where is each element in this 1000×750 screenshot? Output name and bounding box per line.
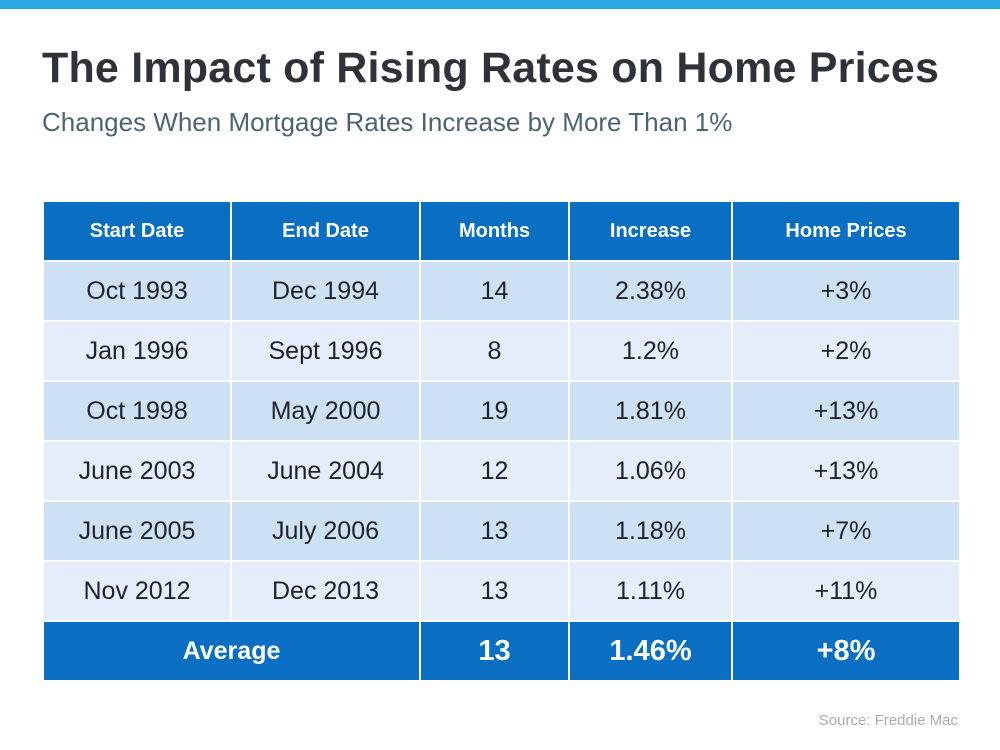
header-row: Start Date End Date Months Increase Home Pri… <box>42 200 961 262</box>
column-header: Increase <box>568 200 733 262</box>
table-cell: 19 <box>419 380 570 442</box>
table-cell: 12 <box>419 440 570 502</box>
average-row: Average 13 1.46% +8% <box>42 620 961 682</box>
table-cell: +7% <box>731 500 961 562</box>
subtitle: Changes When Mortgage Rates Increase by … <box>42 107 733 137</box>
table-cell: 1.18% <box>568 500 733 562</box>
table-cell: +13% <box>731 380 961 442</box>
table-cell: Jan 1996 <box>42 320 232 382</box>
table-row: Jan 1996 Sept 1996 8 1.2% +2% <box>42 320 961 382</box>
column-header: Start Date <box>42 200 232 262</box>
table-cell: 13 <box>419 560 570 622</box>
table-cell: Dec 1994 <box>230 260 421 322</box>
table-cell: June 2004 <box>230 440 421 502</box>
column-header: Home Prices <box>731 200 961 262</box>
table-row: Oct 1998 May 2000 19 1.81% +13% <box>42 380 961 442</box>
table-cell: 14 <box>419 260 570 322</box>
table-cell: Oct 1998 <box>42 380 232 442</box>
table-cell: Nov 2012 <box>42 560 232 622</box>
table-cell: June 2005 <box>42 500 232 562</box>
table-row: June 2005 July 2006 13 1.18% +7% <box>42 500 961 562</box>
table-cell: June 2003 <box>42 440 232 502</box>
table-cell: May 2000 <box>230 380 421 442</box>
table-cell: +13% <box>731 440 961 502</box>
table-row: Nov 2012 Dec 2013 13 1.11% +11% <box>42 560 961 622</box>
average-label: Average <box>42 620 421 682</box>
table-cell: Oct 1993 <box>42 260 232 322</box>
top-bar <box>0 0 1000 9</box>
average-home-prices: +8% <box>731 620 961 682</box>
table-row: June 2003 June 2004 12 1.06% +13% <box>42 440 961 502</box>
table-cell: 1.11% <box>568 560 733 622</box>
table-cell: 13 <box>419 500 570 562</box>
table-cell: 8 <box>419 320 570 382</box>
title: The Impact of Rising Rates on Home Price… <box>42 44 940 92</box>
table-cell: Dec 2013 <box>230 560 421 622</box>
column-header: Months <box>419 200 570 262</box>
table-cell: +3% <box>731 260 961 322</box>
rates-table: Start Date End Date Months Increase Home Pri… <box>42 200 961 682</box>
source: Source: Freddie Mac <box>818 712 958 729</box>
table-cell: Sept 1996 <box>230 320 421 382</box>
table-cell: +2% <box>731 320 961 382</box>
table-cell: July 2006 <box>230 500 421 562</box>
table-cell: 1.2% <box>568 320 733 382</box>
table-cell: 1.81% <box>568 380 733 442</box>
table-body: Oct 1993 Dec 1994 14 2.38% +3% Jan 1996 Sept 1… <box>42 260 961 622</box>
average-increase: 1.46% <box>568 620 733 682</box>
average-months: 13 <box>419 620 570 682</box>
table-cell: +11% <box>731 560 961 622</box>
table-cell: 2.38% <box>568 260 733 322</box>
column-header: End Date <box>230 200 421 262</box>
table-cell: 1.06% <box>568 440 733 502</box>
table-row: Oct 1993 Dec 1994 14 2.38% +3% <box>42 260 961 322</box>
